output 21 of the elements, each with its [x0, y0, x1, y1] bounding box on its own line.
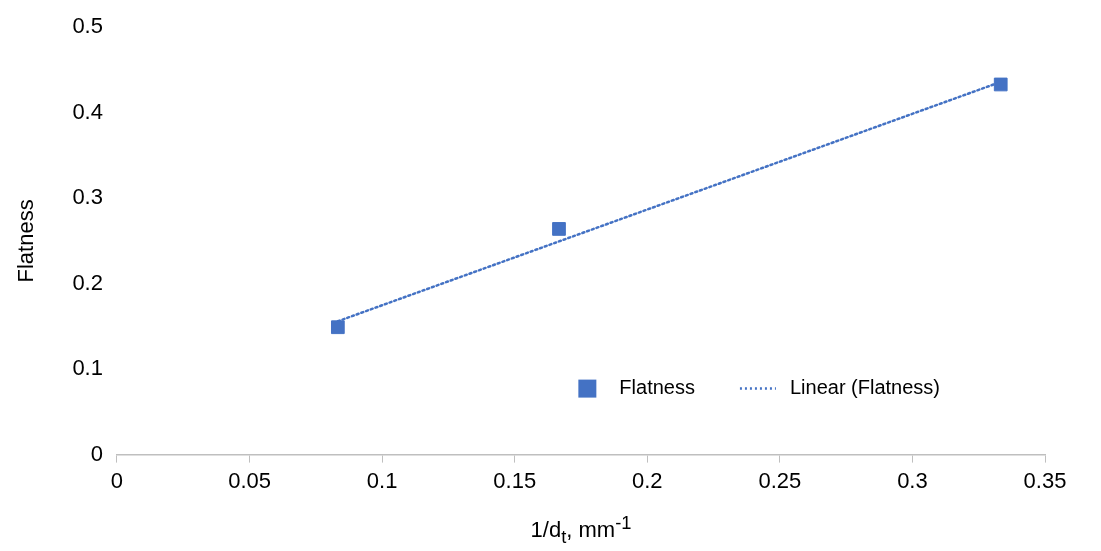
x-tick-label: 0: [110, 467, 124, 493]
y-axis-title: Flatness: [13, 199, 39, 283]
point: [330, 320, 345, 335]
x-tick-label: 0.05: [228, 467, 271, 493]
y-tick-label: 0.4: [72, 98, 103, 124]
x-tick-label: 0.1: [366, 467, 398, 493]
x-tick-label: 0.15: [493, 467, 537, 493]
y-tick-label: 0.5: [72, 13, 103, 39]
y-tick-label: 0.1: [72, 355, 103, 381]
x-tick-label: 0.2: [631, 467, 663, 493]
point: [552, 222, 566, 236]
x-axis-title: 1/d$_{t}$, mm$^{-1}$: [530, 512, 632, 548]
y-tick-label: 0: [90, 440, 103, 466]
x-tick-label: 0.25: [758, 467, 802, 493]
y-tick-label: 0.3: [72, 184, 103, 210]
x-tick-label: 0.35: [1023, 467, 1067, 493]
legend-label: Linear (Flatness): [789, 376, 940, 399]
x-tick-label: 0.3: [897, 467, 928, 493]
point: [993, 77, 1008, 92]
legend-label: Flatness: [619, 376, 695, 399]
y-tick-label: 0.2: [72, 269, 103, 295]
